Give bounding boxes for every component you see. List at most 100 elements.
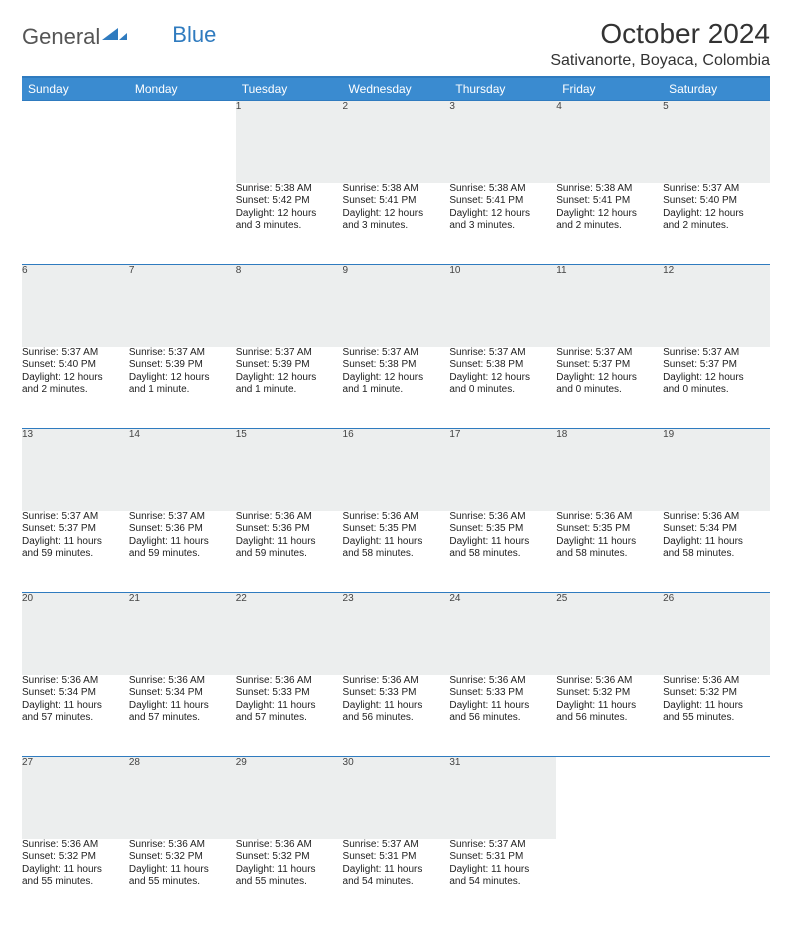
daylight-line: and 56 minutes. bbox=[449, 712, 556, 725]
sunrise-line: Sunrise: 5:37 AM bbox=[129, 347, 236, 360]
sunrise-line: Sunrise: 5:38 AM bbox=[236, 183, 343, 196]
daylight-line: Daylight: 12 hours bbox=[236, 372, 343, 385]
daylight-line: and 56 minutes. bbox=[556, 712, 663, 725]
daylight-line: Daylight: 11 hours bbox=[556, 536, 663, 549]
sunrise-line: Sunrise: 5:36 AM bbox=[22, 675, 129, 688]
daylight-line: Daylight: 12 hours bbox=[556, 372, 663, 385]
brand-part2: Blue bbox=[172, 22, 216, 48]
sunrise-line: Sunrise: 5:36 AM bbox=[343, 675, 450, 688]
day-number-cell: 21 bbox=[129, 593, 236, 675]
day-number-row: 12345 bbox=[22, 101, 770, 183]
daylight-line: and 2 minutes. bbox=[22, 384, 129, 397]
sunset-line: Sunset: 5:33 PM bbox=[236, 687, 343, 700]
weekday-header: Saturday bbox=[663, 77, 770, 101]
day-number-cell bbox=[556, 757, 663, 839]
sunset-line: Sunset: 5:34 PM bbox=[663, 523, 770, 536]
calendar-table: Sunday Monday Tuesday Wednesday Thursday… bbox=[22, 76, 770, 921]
daylight-line: and 59 minutes. bbox=[129, 548, 236, 561]
day-data-cell: Sunrise: 5:36 AMSunset: 5:35 PMDaylight:… bbox=[556, 511, 663, 593]
day-number-cell: 1 bbox=[236, 101, 343, 183]
daylight-line: and 3 minutes. bbox=[236, 220, 343, 233]
day-number-cell: 29 bbox=[236, 757, 343, 839]
day-number-cell: 17 bbox=[449, 429, 556, 511]
daylight-line: Daylight: 12 hours bbox=[449, 208, 556, 221]
day-data-row: Sunrise: 5:37 AMSunset: 5:37 PMDaylight:… bbox=[22, 511, 770, 593]
sunrise-line: Sunrise: 5:36 AM bbox=[236, 511, 343, 524]
daylight-line: and 0 minutes. bbox=[663, 384, 770, 397]
title-block: October 2024 Sativanorte, Boyaca, Colomb… bbox=[550, 18, 770, 70]
sunset-line: Sunset: 5:34 PM bbox=[22, 687, 129, 700]
daylight-line: Daylight: 11 hours bbox=[236, 864, 343, 877]
day-number-cell: 16 bbox=[343, 429, 450, 511]
day-number-cell: 5 bbox=[663, 101, 770, 183]
day-data-cell: Sunrise: 5:37 AMSunset: 5:38 PMDaylight:… bbox=[343, 347, 450, 429]
day-number-cell: 9 bbox=[343, 265, 450, 347]
sunrise-line: Sunrise: 5:37 AM bbox=[22, 347, 129, 360]
weekday-header: Tuesday bbox=[236, 77, 343, 101]
day-data-cell: Sunrise: 5:38 AMSunset: 5:41 PMDaylight:… bbox=[449, 183, 556, 265]
day-data-cell: Sunrise: 5:37 AMSunset: 5:31 PMDaylight:… bbox=[343, 839, 450, 921]
sunrise-line: Sunrise: 5:37 AM bbox=[22, 511, 129, 524]
sunrise-line: Sunrise: 5:38 AM bbox=[449, 183, 556, 196]
day-data-cell bbox=[663, 839, 770, 921]
sunset-line: Sunset: 5:31 PM bbox=[343, 851, 450, 864]
day-number-cell: 27 bbox=[22, 757, 129, 839]
daylight-line: Daylight: 11 hours bbox=[129, 536, 236, 549]
day-number-cell: 25 bbox=[556, 593, 663, 675]
day-data-cell: Sunrise: 5:38 AMSunset: 5:42 PMDaylight:… bbox=[236, 183, 343, 265]
day-number-row: 6789101112 bbox=[22, 265, 770, 347]
daylight-line: Daylight: 12 hours bbox=[22, 372, 129, 385]
sunset-line: Sunset: 5:41 PM bbox=[343, 195, 450, 208]
day-number-row: 13141516171819 bbox=[22, 429, 770, 511]
calendar-body: 12345Sunrise: 5:38 AMSunset: 5:42 PMDayl… bbox=[22, 101, 770, 921]
day-number-cell: 19 bbox=[663, 429, 770, 511]
daylight-line: Daylight: 11 hours bbox=[129, 864, 236, 877]
sunset-line: Sunset: 5:32 PM bbox=[129, 851, 236, 864]
day-data-cell: Sunrise: 5:37 AMSunset: 5:37 PMDaylight:… bbox=[556, 347, 663, 429]
daylight-line: and 3 minutes. bbox=[449, 220, 556, 233]
sunset-line: Sunset: 5:37 PM bbox=[663, 359, 770, 372]
sunrise-line: Sunrise: 5:36 AM bbox=[663, 511, 770, 524]
day-data-cell: Sunrise: 5:38 AMSunset: 5:41 PMDaylight:… bbox=[556, 183, 663, 265]
day-number-row: 20212223242526 bbox=[22, 593, 770, 675]
weekday-header: Sunday bbox=[22, 77, 129, 101]
daylight-line: Daylight: 11 hours bbox=[236, 700, 343, 713]
daylight-line: and 54 minutes. bbox=[449, 876, 556, 889]
daylight-line: and 58 minutes. bbox=[449, 548, 556, 561]
day-number-cell: 13 bbox=[22, 429, 129, 511]
daylight-line: Daylight: 12 hours bbox=[663, 208, 770, 221]
sunset-line: Sunset: 5:31 PM bbox=[449, 851, 556, 864]
day-number-cell bbox=[663, 757, 770, 839]
daylight-line: and 59 minutes. bbox=[236, 548, 343, 561]
daylight-line: and 1 minute. bbox=[343, 384, 450, 397]
sunset-line: Sunset: 5:36 PM bbox=[129, 523, 236, 536]
daylight-line: Daylight: 11 hours bbox=[556, 700, 663, 713]
daylight-line: and 58 minutes. bbox=[556, 548, 663, 561]
sunset-line: Sunset: 5:41 PM bbox=[556, 195, 663, 208]
day-data-cell: Sunrise: 5:37 AMSunset: 5:40 PMDaylight:… bbox=[22, 347, 129, 429]
day-data-cell: Sunrise: 5:36 AMSunset: 5:32 PMDaylight:… bbox=[129, 839, 236, 921]
daylight-line: Daylight: 11 hours bbox=[449, 536, 556, 549]
day-data-cell: Sunrise: 5:36 AMSunset: 5:33 PMDaylight:… bbox=[449, 675, 556, 757]
daylight-line: and 57 minutes. bbox=[236, 712, 343, 725]
sunrise-line: Sunrise: 5:36 AM bbox=[236, 839, 343, 852]
sunrise-line: Sunrise: 5:36 AM bbox=[449, 511, 556, 524]
sunset-line: Sunset: 5:35 PM bbox=[556, 523, 663, 536]
header: General Blue October 2024 Sativanorte, B… bbox=[22, 18, 770, 70]
day-number-cell: 20 bbox=[22, 593, 129, 675]
weekday-header: Friday bbox=[556, 77, 663, 101]
daylight-line: Daylight: 11 hours bbox=[22, 700, 129, 713]
daylight-line: and 57 minutes. bbox=[22, 712, 129, 725]
sunset-line: Sunset: 5:38 PM bbox=[343, 359, 450, 372]
sunrise-line: Sunrise: 5:37 AM bbox=[663, 183, 770, 196]
sunrise-line: Sunrise: 5:38 AM bbox=[343, 183, 450, 196]
sunrise-line: Sunrise: 5:36 AM bbox=[449, 675, 556, 688]
daylight-line: Daylight: 11 hours bbox=[663, 536, 770, 549]
sunset-line: Sunset: 5:32 PM bbox=[556, 687, 663, 700]
sunrise-line: Sunrise: 5:36 AM bbox=[556, 675, 663, 688]
sunset-line: Sunset: 5:36 PM bbox=[236, 523, 343, 536]
sunrise-line: Sunrise: 5:36 AM bbox=[663, 675, 770, 688]
daylight-line: Daylight: 12 hours bbox=[556, 208, 663, 221]
sunrise-line: Sunrise: 5:37 AM bbox=[449, 839, 556, 852]
daylight-line: and 55 minutes. bbox=[129, 876, 236, 889]
